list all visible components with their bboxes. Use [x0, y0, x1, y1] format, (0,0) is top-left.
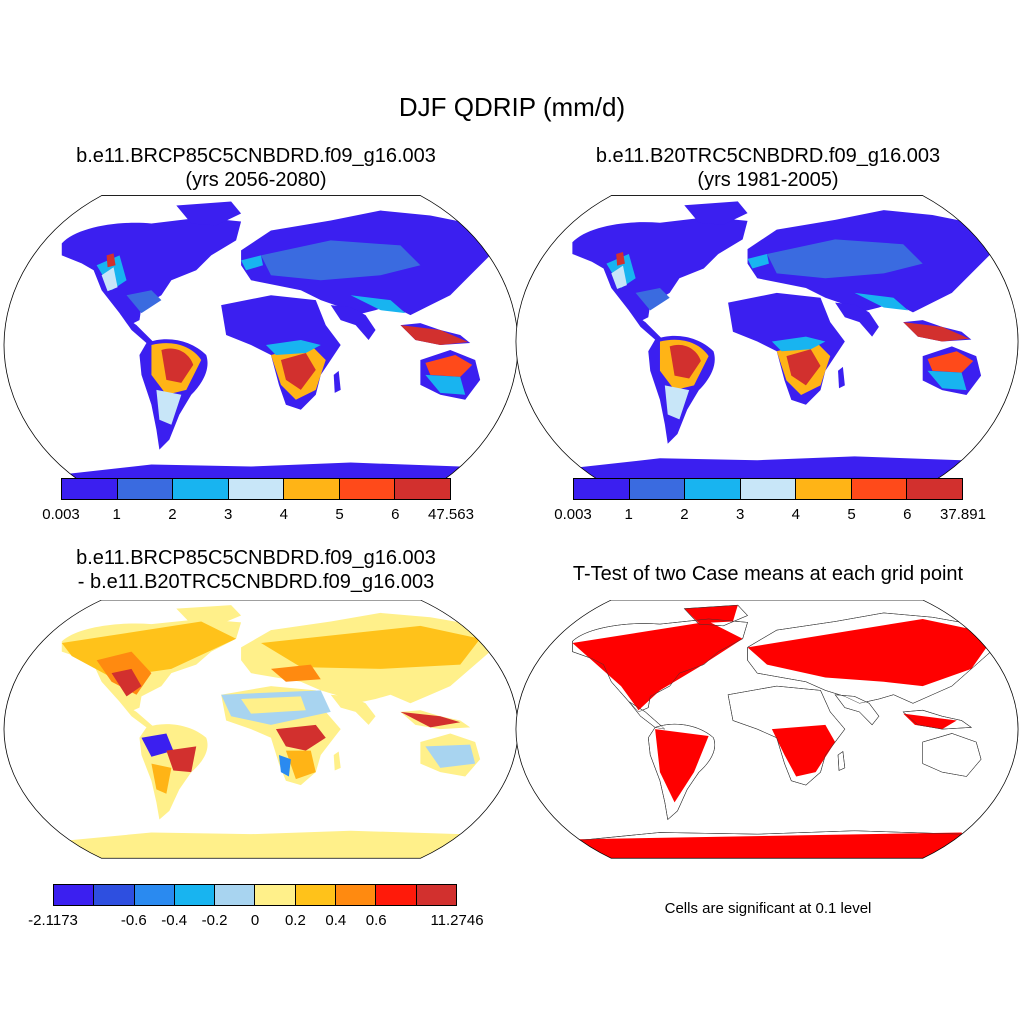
colorbar-swatch: [284, 479, 340, 499]
significance-note: Cells are significant at 0.1 level: [512, 900, 1024, 917]
colorbar-tick-label: 2: [168, 506, 176, 523]
map-tl: [2, 195, 520, 497]
panel-tr-case: b.e11.B20TRC5CNBDRD.f09_g16.003: [512, 144, 1024, 168]
figure-title: DJF QDRIP (mm/d): [0, 92, 1024, 123]
colorbar-tick-label: -0.2: [202, 912, 228, 929]
panel-br-title: T-Test of two Case means at each grid po…: [512, 562, 1024, 586]
colorbar-bl: [53, 884, 457, 906]
colorbar-tick-label: 3: [224, 506, 232, 523]
colorbar-tick-label: 37.891: [940, 506, 986, 523]
colorbar-tick-label: -0.6: [121, 912, 147, 929]
colorbar-tick-label: -2.1173: [28, 912, 78, 929]
map-br: [514, 600, 1020, 860]
colorbar-tick-label: 0.003: [554, 506, 592, 523]
colorbar-swatch: [135, 885, 175, 905]
colorbar-tick-label: 4: [792, 506, 800, 523]
colorbar-tr: [573, 478, 963, 500]
colorbar-tick-label: 0.2: [285, 912, 306, 929]
colorbar-tick-label: 1: [625, 506, 633, 523]
panel-tl-title: b.e11.BRCP85C5CNBDRD.f09_g16.003 (yrs 20…: [0, 144, 512, 192]
colorbar-tick-label: 2: [680, 506, 688, 523]
colorbar-swatch: [296, 885, 336, 905]
colorbar-swatch: [376, 885, 416, 905]
colorbar-tick-label: 1: [113, 506, 121, 523]
colorbar-tick-label: 0: [251, 912, 259, 929]
colorbar-tick-label: 6: [903, 506, 911, 523]
colorbar-tick-label: 47.563: [428, 506, 474, 523]
panel-bl-title: b.e11.BRCP85C5CNBDRD.f09_g16.003 - b.e11…: [0, 546, 512, 594]
colorbar-swatch: [255, 885, 295, 905]
colorbar-tick-label: 0.4: [325, 912, 346, 929]
colorbar-tick-label: 5: [847, 506, 855, 523]
colorbar-swatch: [741, 479, 797, 499]
colorbar-swatch: [62, 479, 118, 499]
colorbar-tick-label: 3: [736, 506, 744, 523]
colorbar-swatch: [94, 885, 134, 905]
colorbar-tick-label: 4: [280, 506, 288, 523]
colorbar-swatch: [852, 479, 908, 499]
colorbar-swatch: [54, 885, 94, 905]
colorbar-swatch: [685, 479, 741, 499]
colorbar-swatch: [796, 479, 852, 499]
panel-bl-case-b: - b.e11.B20TRC5CNBDRD.f09_g16.003: [0, 570, 512, 594]
colorbar-swatch: [395, 479, 450, 499]
colorbar-tick-label: 5: [335, 506, 343, 523]
panel-tl-case: b.e11.BRCP85C5CNBDRD.f09_g16.003: [0, 144, 512, 168]
panel-tr-title: b.e11.B20TRC5CNBDRD.f09_g16.003 (yrs 198…: [512, 144, 1024, 192]
panel-bl-case-a: b.e11.BRCP85C5CNBDRD.f09_g16.003: [0, 546, 512, 570]
colorbar-tick-label: -0.4: [161, 912, 187, 929]
colorbar-tick-label: 0.003: [42, 506, 80, 523]
colorbar-tick-label: 11.2746: [430, 912, 483, 929]
colorbar-tick-label: 6: [391, 506, 399, 523]
colorbar-swatch: [907, 479, 962, 499]
colorbar-swatch: [336, 885, 376, 905]
panel-tr-years: (yrs 1981-2005): [512, 168, 1024, 192]
colorbar-swatch: [118, 479, 174, 499]
colorbar-swatch: [340, 479, 396, 499]
colorbar-tick-label: 0.6: [366, 912, 387, 929]
panel-tl-years: (yrs 2056-2080): [0, 168, 512, 192]
colorbar-swatch: [173, 479, 229, 499]
colorbar-swatch: [417, 885, 456, 905]
map-tr: [514, 195, 1020, 490]
colorbar-swatch: [574, 479, 630, 499]
colorbar-swatch: [229, 479, 285, 499]
colorbar-tl: [61, 478, 451, 500]
colorbar-swatch: [175, 885, 215, 905]
colorbar-swatch: [215, 885, 255, 905]
map-bl: [2, 600, 520, 860]
colorbar-swatch: [630, 479, 686, 499]
